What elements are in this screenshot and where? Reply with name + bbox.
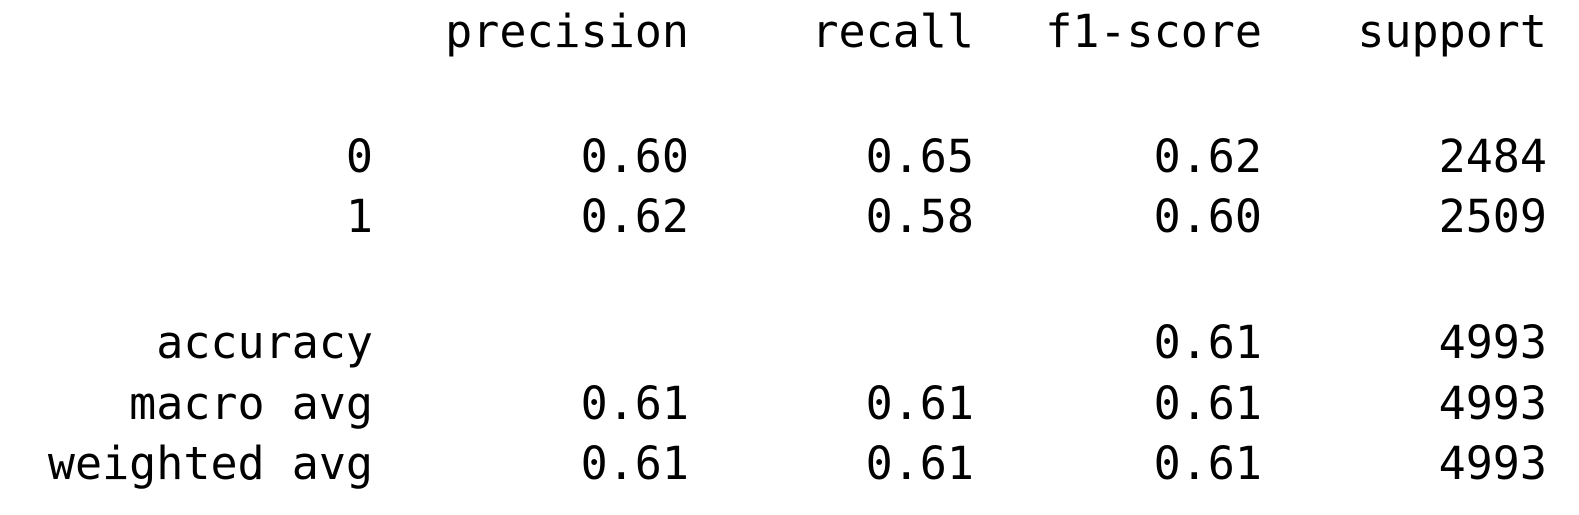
recall-value: 0.61 <box>865 377 974 430</box>
f1-score-value: 0.61 <box>1153 437 1262 490</box>
header-f1-score: f1-score <box>1045 5 1262 58</box>
support-value: 4993 <box>1438 377 1547 430</box>
precision-value: 0.61 <box>580 377 689 430</box>
recall-value: 0.65 <box>865 130 974 183</box>
support-value: 4993 <box>1438 316 1547 369</box>
class-row-0: 0 0.60 0.65 0.62 2484 <box>0 127 1579 187</box>
support-value: 2484 <box>1438 130 1547 183</box>
macro-avg-row: macro avg 0.61 0.61 0.61 4993 <box>0 374 1579 434</box>
header-row: precision recall f1-score support <box>0 2 1579 62</box>
f1-score-value: 0.60 <box>1153 190 1262 243</box>
header-precision: precision <box>445 5 689 58</box>
header-support: support <box>1357 5 1547 58</box>
class-row-1: 1 0.62 0.58 0.60 2509 <box>0 187 1579 247</box>
row-label: weighted avg <box>47 437 373 490</box>
precision-value: 0.61 <box>580 437 689 490</box>
recall-value: 0.58 <box>865 190 974 243</box>
support-value: 4993 <box>1438 437 1547 490</box>
weighted-avg-row: weighted avg 0.61 0.61 0.61 4993 <box>0 434 1579 494</box>
recall-value: 0.61 <box>865 437 974 490</box>
f1-score-value: 0.61 <box>1153 316 1262 369</box>
row-label: 1 <box>345 190 373 243</box>
row-label: macro avg <box>129 377 373 430</box>
row-label: accuracy <box>156 316 373 369</box>
precision-value: 0.60 <box>580 130 689 183</box>
f1-score-value: 0.61 <box>1153 377 1262 430</box>
row-label: 0 <box>345 130 373 183</box>
header-recall: recall <box>811 5 974 58</box>
accuracy-row: accuracy 0.61 4993 <box>0 313 1579 373</box>
precision-value: 0.62 <box>580 190 689 243</box>
support-value: 2509 <box>1438 190 1547 243</box>
f1-score-value: 0.62 <box>1153 130 1262 183</box>
